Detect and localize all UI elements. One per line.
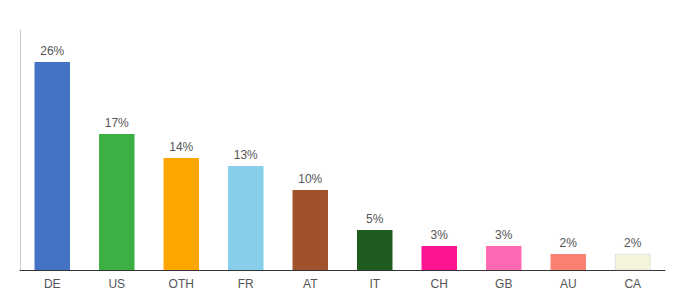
svg-text:3%: 3%: [431, 228, 449, 242]
svg-text:3%: 3%: [495, 228, 513, 242]
svg-text:AT: AT: [303, 277, 318, 291]
svg-text:AU: AU: [560, 277, 577, 291]
svg-text:14%: 14%: [169, 140, 193, 154]
svg-text:26%: 26%: [40, 44, 64, 58]
svg-text:DE: DE: [44, 277, 61, 291]
svg-text:OTH: OTH: [169, 277, 194, 291]
svg-text:17%: 17%: [105, 116, 129, 130]
svg-text:GB: GB: [495, 277, 512, 291]
svg-text:FR: FR: [238, 277, 254, 291]
svg-text:2%: 2%: [560, 236, 578, 250]
svg-text:5%: 5%: [366, 212, 384, 226]
svg-text:CA: CA: [624, 277, 641, 291]
svg-text:US: US: [108, 277, 125, 291]
svg-text:CH: CH: [431, 277, 448, 291]
svg-text:2%: 2%: [624, 236, 642, 250]
svg-text:10%: 10%: [298, 172, 322, 186]
svg-text:IT: IT: [369, 277, 380, 291]
svg-text:13%: 13%: [234, 148, 258, 162]
